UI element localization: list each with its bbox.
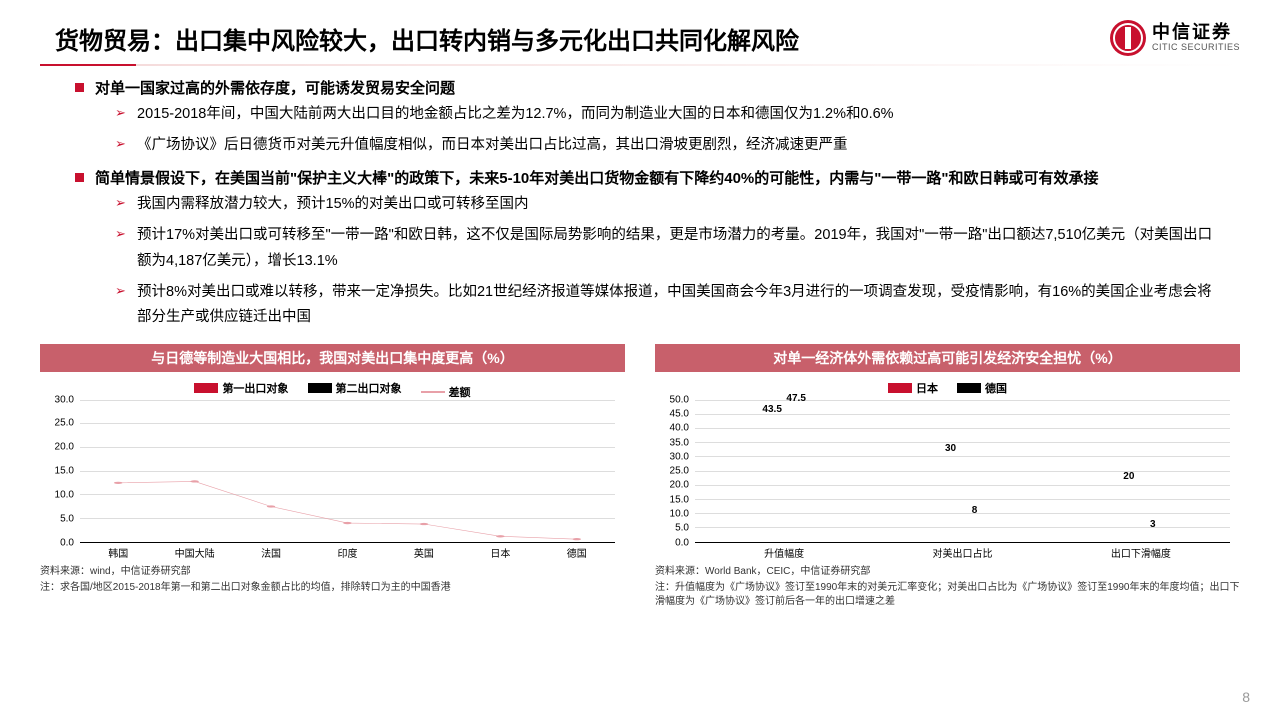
bullet-2: 简单情景假设下，在美国当前"保护主义大棒"的政策下，未来5-10年对美出口货物金… [75,166,1225,330]
chart-1-body: 第一出口对象 第二出口对象 差额 韩国中国大陆法国印度英国日本德国0.05.01… [40,378,625,563]
bullet-2-sub-2: 预计17%对美出口或可转移至"一带一路"和欧日韩，这不仅是国际局势影响的结果，更… [115,223,1225,274]
chart-1-title: 与日德等制造业大国相比，我国对美出口集中度更高（%） [40,344,625,372]
bullet-2-sub-1: 我国内需释放潜力较大，预计15%的对美出口或可转移至国内 [115,192,1225,217]
chart-2-legend: 日本 德国 [655,380,1240,396]
chart-2-body: 日本 德国 升值幅度对美出口占比出口下滑幅度43.547.53082030.05… [655,378,1240,563]
chart-2-source: 资料来源：World Bank，CEIC，中信证券研究部 [655,565,1240,579]
chart-1-source: 资料来源：wind，中信证券研究部 [40,565,625,579]
bullet-2-sub-3: 预计8%对美出口或难以转移，带来一定净损失。比如21世纪经济报道等媒体报道，中国… [115,280,1225,331]
chart-1: 与日德等制造业大国相比，我国对美出口集中度更高（%） 第一出口对象 第二出口对象… [40,344,625,609]
citic-logo-icon [1110,20,1146,56]
chart-2: 对单一经济体外需依赖过高可能引发经济安全担忧（%） 日本 德国 升值幅度对美出口… [655,344,1240,609]
header-divider [40,64,1240,66]
chart-2-note: 注：升值幅度为《广场协议》签订至1990年末的对美元汇率变化；对美出口占比为《广… [655,581,1240,609]
bullet-1-sub-1: 2015-2018年间，中国大陆前两大出口目的地金额占比之差为12.7%，而同为… [115,102,1225,127]
header: 货物贸易：出口集中风险较大，出口转内销与多元化出口共同化解风险 中信证券 CIT… [0,0,1280,64]
content: 对单一国家过高的外需依存度，可能诱发贸易安全问题 2015-2018年间，中国大… [0,76,1280,331]
page-title: 货物贸易：出口集中风险较大，出口转内销与多元化出口共同化解风险 [55,21,1110,56]
logo-cn: 中信证券 [1152,23,1240,43]
chart-2-title: 对单一经济体外需依赖过高可能引发经济安全担忧（%） [655,344,1240,372]
logo-en: CITIC SECURITIES [1152,43,1240,53]
page-number: 8 [1242,689,1250,705]
bullet-1-sub-2: 《广场协议》后日德货币对美元升值幅度相似，而日本对美出口占比过高，其出口滑坡更剧… [115,133,1225,158]
bullet-1: 对单一国家过高的外需依存度，可能诱发贸易安全问题 2015-2018年间，中国大… [75,76,1225,158]
charts-row: 与日德等制造业大国相比，我国对美出口集中度更高（%） 第一出口对象 第二出口对象… [0,339,1280,609]
logo: 中信证券 CITIC SECURITIES [1110,20,1240,56]
chart-1-note: 注：求各国/地区2015-2018年第一和第二出口对象金额占比的均值，排除转口为… [40,581,625,595]
chart-1-legend: 第一出口对象 第二出口对象 差额 [40,380,625,400]
